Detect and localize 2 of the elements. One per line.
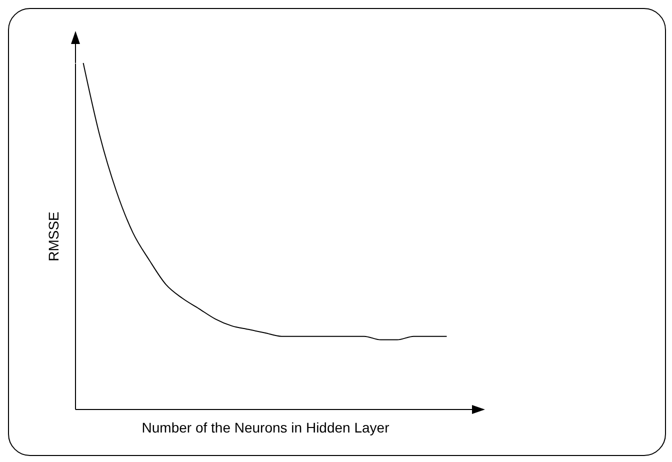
y-axis-title: RMSSE [46,212,62,262]
x-axis-title: Number of the Neurons in Hidden Layer [142,420,390,436]
